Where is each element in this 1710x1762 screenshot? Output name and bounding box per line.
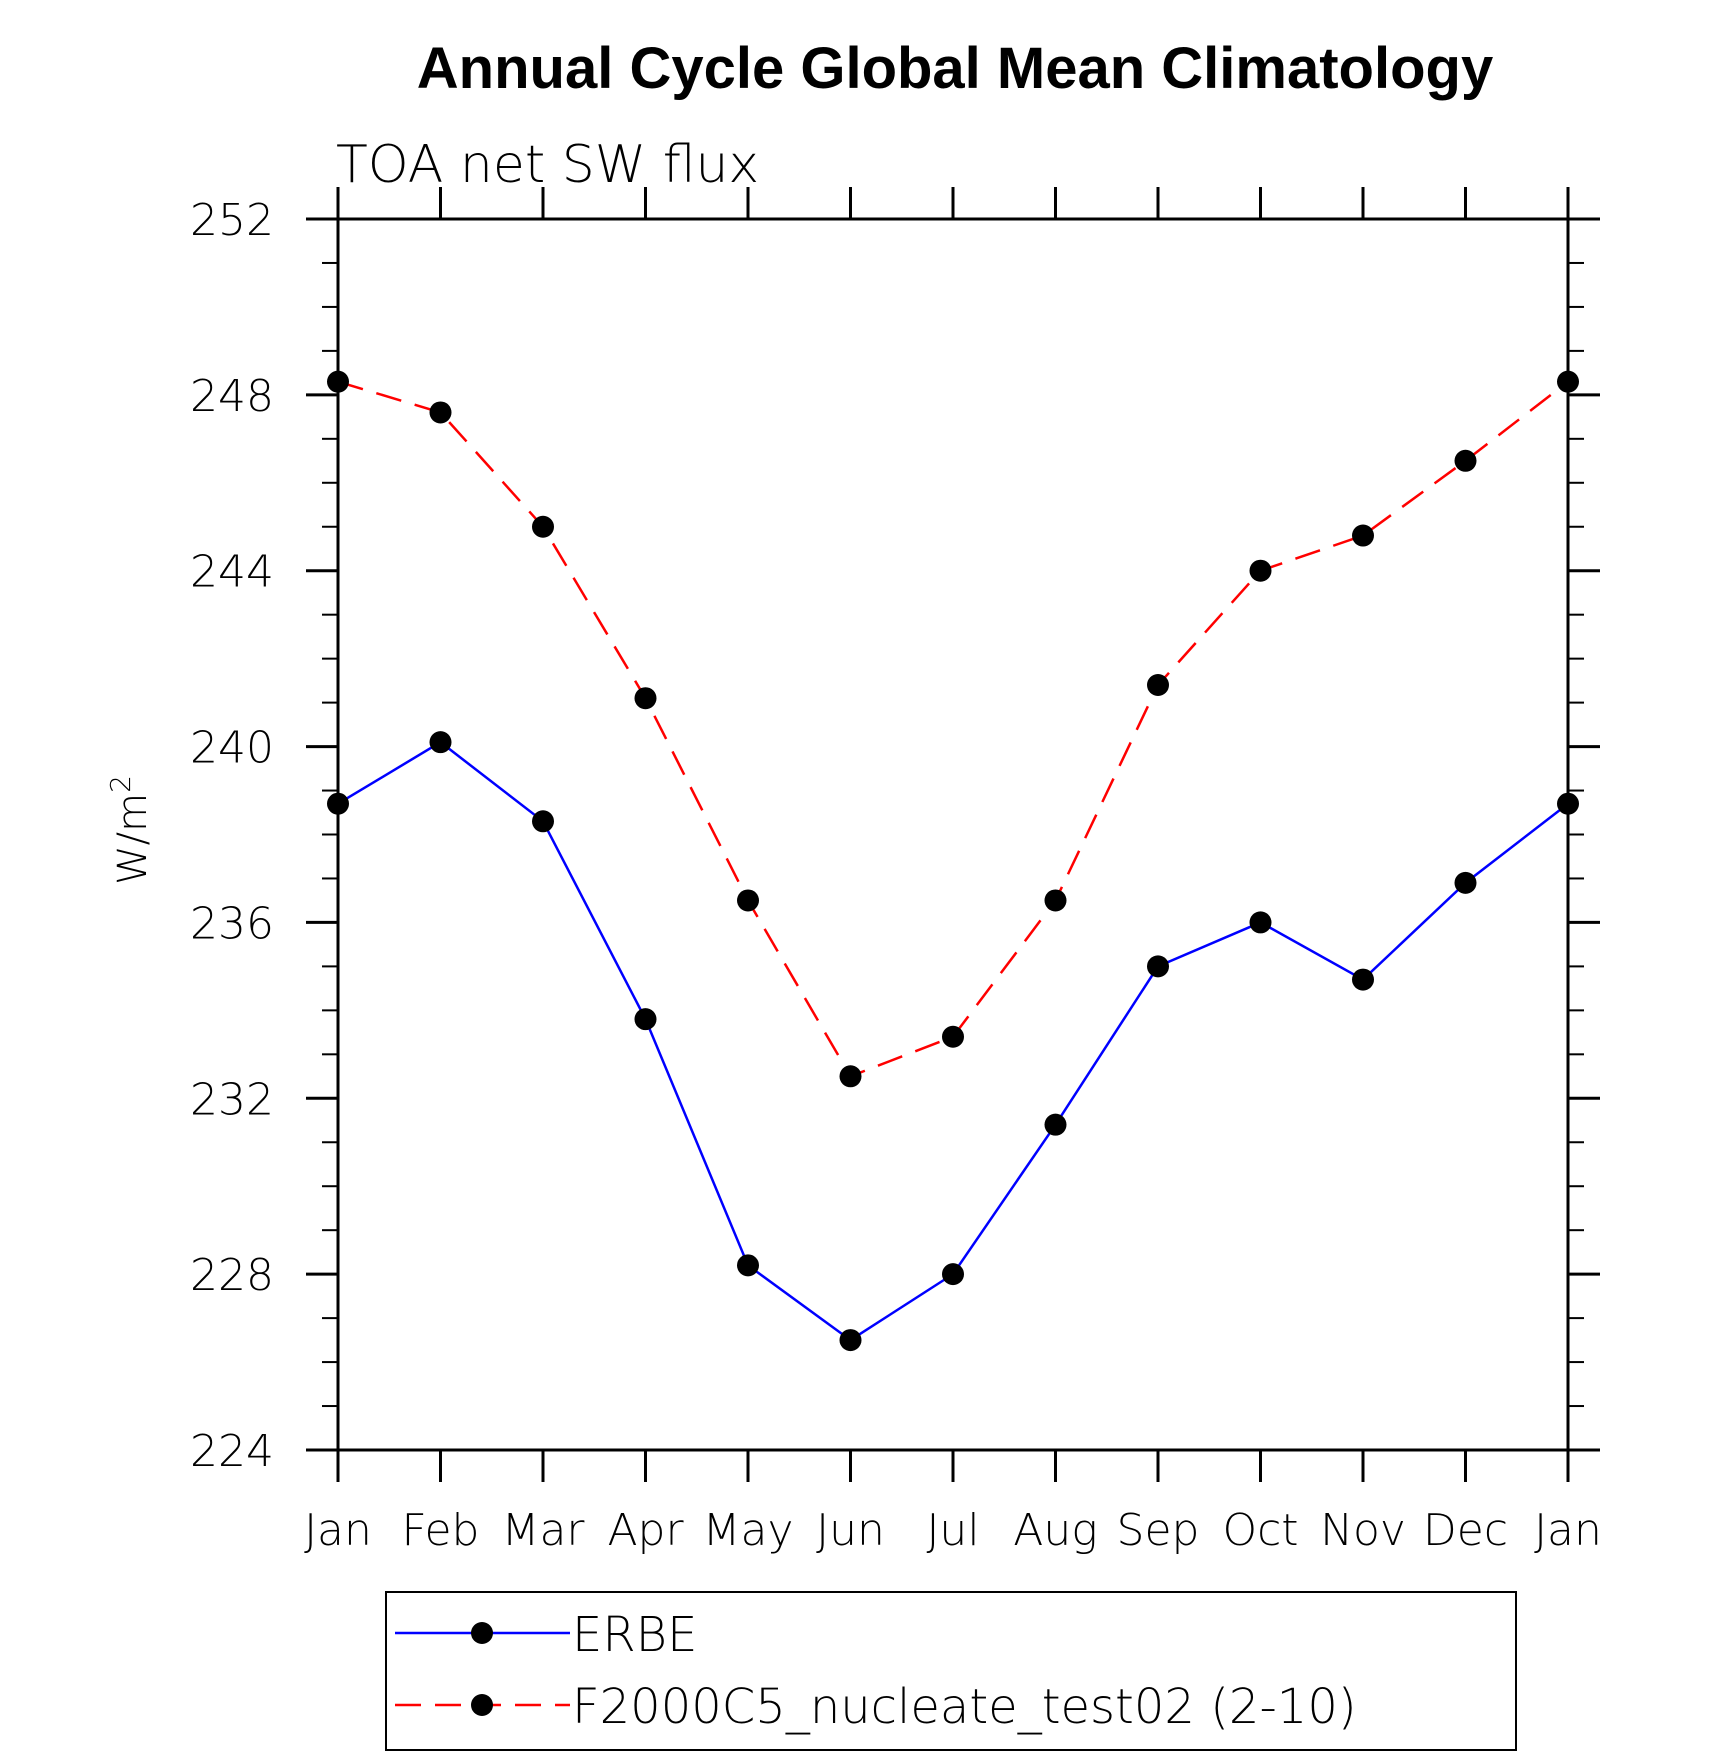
data-point xyxy=(1249,911,1272,934)
y-axis-label: W/m2 xyxy=(104,775,156,885)
x-tick-label: Aug xyxy=(1013,1505,1097,1556)
data-point xyxy=(737,889,759,912)
x-tick-label: Dec xyxy=(1423,1505,1508,1556)
y-tick-label: 232 xyxy=(190,1074,274,1125)
y-tick-labels: 224 228 232 236 240 244 248 252 xyxy=(190,195,274,1477)
legend-marker-1 xyxy=(471,1622,493,1644)
plot-axes xyxy=(306,187,1600,1482)
x-tick-label: Jun xyxy=(816,1505,885,1556)
legend-box xyxy=(385,1591,1517,1751)
y-tick-label: 240 xyxy=(190,723,274,774)
legend-marker-2 xyxy=(471,1694,493,1716)
data-point xyxy=(1044,1113,1067,1136)
y-tick-label: 252 xyxy=(190,195,274,246)
data-point xyxy=(839,1329,862,1352)
x-tick-label: Jul xyxy=(926,1505,979,1556)
data-point xyxy=(1352,524,1374,547)
y-tick-label: 244 xyxy=(190,547,274,598)
x-tick-label: Nov xyxy=(1320,1505,1406,1556)
data-point xyxy=(1557,370,1579,393)
data-point xyxy=(1454,449,1477,472)
x-tick-label: Jan xyxy=(1534,1505,1602,1556)
legend-label-1: ERBE xyxy=(572,1607,697,1663)
x-tick-label: Oct xyxy=(1222,1505,1298,1556)
data-point xyxy=(1044,889,1067,912)
x-tick-label: Apr xyxy=(607,1505,684,1556)
data-point xyxy=(1352,968,1374,991)
data-point xyxy=(429,401,452,424)
x-tick-label: Sep xyxy=(1117,1505,1200,1556)
y-tick-label: 228 xyxy=(190,1250,274,1301)
y-tick-label: 248 xyxy=(190,371,274,422)
data-point xyxy=(1249,559,1272,582)
x-tick-label: Feb xyxy=(402,1505,480,1556)
data-point xyxy=(327,792,349,815)
data-point xyxy=(634,1008,657,1031)
data-point xyxy=(1557,792,1579,815)
data-point xyxy=(737,1254,759,1277)
data-point xyxy=(1147,674,1169,697)
x-tick-label: May xyxy=(703,1505,794,1556)
data-point xyxy=(634,687,657,710)
data-point xyxy=(532,515,554,538)
data-series xyxy=(327,370,1579,1352)
y-tick-label: 224 xyxy=(190,1426,274,1477)
data-point xyxy=(327,370,349,393)
data-point xyxy=(839,1065,862,1088)
x-tick-labels: Jan Feb Mar Apr May Jun Jul Aug Sep Oct Nov Dec Jan xyxy=(304,1505,1602,1556)
data-point xyxy=(942,1025,964,1048)
x-tick-label: Mar xyxy=(501,1505,585,1556)
y-tick-label: 236 xyxy=(190,898,274,949)
legend-label-2: F2000C5_nucleate_test02 (2-10) xyxy=(572,1679,1357,1735)
data-point xyxy=(942,1263,964,1286)
data-point xyxy=(429,731,452,754)
x-tick-label: Jan xyxy=(304,1505,372,1556)
series-line-2 xyxy=(337,380,1569,1078)
data-point xyxy=(532,810,554,833)
chart-subtitle: TOA net SW flux xyxy=(336,135,759,195)
chart-title: Annual Cycle Global Mean Climatology xyxy=(417,36,1493,101)
legend: ERBE F2000C5_nucleate_test02 (2-10) xyxy=(385,1591,1517,1751)
data-point xyxy=(1147,955,1169,978)
data-point xyxy=(1454,871,1477,894)
